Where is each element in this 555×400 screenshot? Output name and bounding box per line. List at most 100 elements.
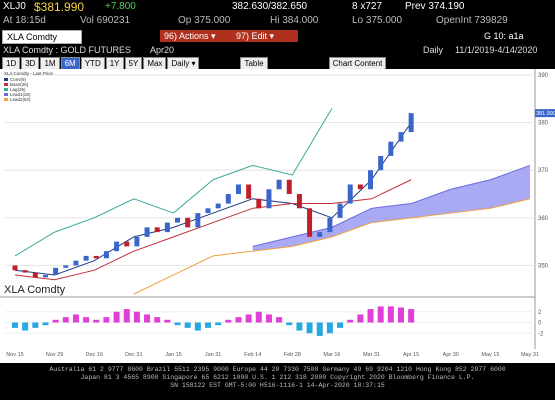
indicator-line	[252, 164, 531, 247]
candle	[134, 236, 140, 247]
histogram-bar	[184, 322, 191, 328]
candle	[296, 194, 302, 209]
tab[interactable]: Max	[143, 57, 167, 70]
legend-entry: Lead2(52)	[10, 97, 31, 102]
y-tick-label: 390	[538, 73, 549, 79]
candle	[42, 274, 48, 278]
price: $381.990	[34, 0, 85, 14]
indicator-line	[14, 108, 333, 257]
ichimoku-cloud	[252, 165, 530, 252]
histogram-bar	[306, 322, 313, 334]
y-tick-label: -2	[538, 331, 544, 337]
y-tick-label: 380	[538, 121, 549, 127]
low: Lo 375.000	[352, 15, 403, 26]
tab-bar: 1D 3D 1M 6M YTD 1Y 5Y Max Daily ▾ Table Chart Cont…	[2, 57, 553, 70]
edit-button[interactable]: 97) Edit ▾	[232, 30, 298, 42]
candle	[246, 184, 252, 199]
candle	[154, 227, 160, 233]
high: Hi 384.000	[270, 15, 319, 26]
histogram-bar	[62, 317, 69, 323]
candle	[357, 184, 363, 190]
histogram-bar	[123, 309, 130, 323]
legend-entry: Base(26)	[10, 82, 29, 87]
histogram-bar	[265, 314, 272, 323]
histogram-bar	[12, 322, 18, 328]
x-tick-label: Apr 30	[443, 352, 459, 358]
histogram-bar	[32, 322, 39, 328]
histogram-bar	[164, 319, 171, 323]
candle	[53, 267, 59, 275]
x-tick-label: Feb 14	[244, 352, 261, 358]
legend-swatch	[4, 78, 8, 81]
histogram-bar	[204, 322, 211, 328]
x-tick-label: Nov 29	[46, 352, 63, 358]
legend-entry: Lag(26)	[10, 87, 26, 92]
legend-swatch	[4, 93, 8, 96]
contract: Apr20	[150, 45, 175, 55]
bid-ask: 382.630/382.650	[232, 1, 308, 12]
candle	[175, 217, 181, 223]
histogram-bar	[316, 322, 323, 336]
candle	[103, 251, 109, 259]
histogram-bar	[194, 322, 201, 331]
function-code: G 10: a1a	[484, 31, 524, 41]
candle	[83, 255, 89, 261]
legend-swatch	[4, 88, 8, 91]
histogram-bar	[245, 314, 252, 323]
histogram-bar	[326, 322, 333, 334]
plot-background	[0, 69, 555, 363]
candle	[266, 189, 272, 209]
x-tick-label: Dec 31	[125, 352, 142, 358]
actions-button[interactable]: 96) Actions ▾	[160, 30, 236, 42]
prev: Prev 374.190	[405, 1, 465, 12]
y-tick-label: 2	[538, 310, 542, 316]
candle	[307, 208, 313, 237]
last-price-label: 381.990	[536, 111, 555, 117]
candle	[124, 241, 130, 247]
candle	[63, 265, 69, 268]
y-tick-label: 0	[538, 321, 542, 327]
histogram-bar	[93, 319, 100, 323]
candle	[164, 222, 170, 233]
histogram-bar	[357, 314, 364, 323]
period: Daily	[423, 45, 444, 55]
indicator-line	[14, 122, 412, 276]
y-tick-label: 370	[538, 168, 549, 174]
footer-line: Australia 61 2 9777 8600 Brazil 5511 239…	[49, 366, 506, 373]
candle	[114, 241, 120, 252]
histogram-bar	[113, 311, 120, 323]
candle	[144, 227, 150, 237]
size: 8 x727	[352, 1, 383, 12]
histogram-bar	[154, 317, 161, 323]
candle	[317, 232, 323, 237]
candle	[408, 113, 414, 133]
x-tick-label: Apr 15	[403, 352, 419, 358]
histogram-bar	[235, 317, 242, 323]
candle	[256, 198, 262, 209]
chart: 350 360 370 380 390 -2 0 2 Nov 15 Nov 29 Dec 16 Dec…	[0, 69, 555, 363]
security-input[interactable]: XLA Comdty	[2, 30, 82, 44]
y-tick-label: 350	[538, 263, 549, 269]
histogram-bar	[52, 319, 59, 323]
x-tick-label: Nov 15	[6, 352, 23, 358]
x-tick-label: Mar 31	[363, 352, 380, 358]
legend-swatch	[4, 83, 8, 86]
candle	[337, 203, 343, 218]
candle	[225, 194, 231, 204]
candle	[388, 141, 394, 156]
footer-line: Japan 81 3 4565 8900 Singapore 65 6212 1…	[80, 374, 475, 381]
tab[interactable]: 3D	[21, 57, 40, 70]
candle	[276, 179, 282, 190]
security-title: XLA Comdty : GOLD FUTURES	[3, 45, 132, 55]
candle	[215, 203, 221, 209]
x-tick-label: Feb 28	[284, 352, 301, 358]
histogram-bar	[377, 306, 384, 323]
candle	[93, 255, 99, 259]
histogram-bar	[408, 309, 415, 323]
candle	[73, 260, 79, 266]
legend-entry: Lead1(26)	[10, 92, 31, 97]
indicator-line	[133, 198, 531, 295]
candle	[185, 217, 191, 228]
time: At 18:15d	[3, 15, 46, 26]
candle	[205, 208, 211, 214]
